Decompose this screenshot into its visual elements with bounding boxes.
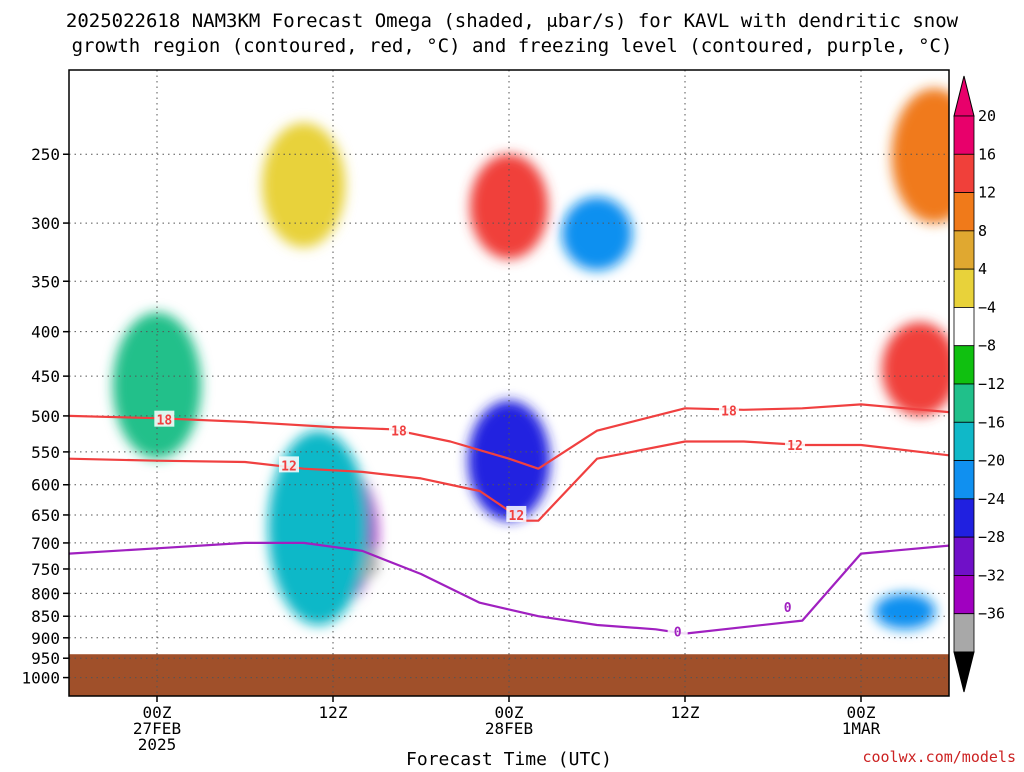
contour-line-0 [69,403,949,470]
contour-label-bg-1 [389,421,409,438]
y-tick-label-750: 750 [31,560,60,579]
colorbar-segment-1 [953,153,975,193]
contour-label-7: 0 [784,601,792,616]
y-tick-label-700: 700 [31,534,60,553]
x-tick-label-0-0: 00Z [143,703,172,722]
omega-feature-8 [874,593,936,630]
contour-label-bg-4 [506,505,527,522]
colorbar-segment-12 [953,575,975,615]
y-tick-label-950: 950 [31,649,60,668]
x-tick-label-24-0: 00Z [495,703,524,722]
chart-title-line-2: growth region (contoured, red, °C) and f… [72,35,953,57]
omega-feature-6 [561,197,633,271]
x-tick-label-24-1: 28FEB [485,719,533,738]
colorbar-segment-13 [953,613,975,653]
chart-title-line-1: 2025022618 NAM3KM Forecast Omega (shaded… [66,10,959,32]
contour-label-bg-6 [667,622,688,639]
colorbar-label-6: −8 [978,337,996,355]
colorbar-segment-10 [953,498,975,538]
y-tick-label-250: 250 [31,145,60,164]
y-tick-label-500: 500 [31,407,60,426]
colorbar-label-10: −24 [978,490,1005,508]
omega-feature-9 [262,122,346,248]
colorbar-label-5: −4 [978,298,996,316]
omega-feature-3 [112,312,202,459]
omega-feature-5 [469,154,549,260]
colorbar-label-7: −12 [978,375,1005,393]
colorbar-segment-8 [953,421,975,461]
y-tick-label-450: 450 [31,367,60,386]
x-tick-label-0-1: 27FEB [133,719,181,738]
colorbar-segment-7 [953,383,975,423]
y-tick-label-850: 850 [31,607,60,626]
colorbar-segment-0 [953,115,975,155]
x-axis-label: Forecast Time (UTC) [406,749,612,768]
contour-label-bg-3 [279,456,299,473]
colorbar-segment-3 [953,230,975,270]
contour-label-3: 12 [281,459,297,474]
y-tick-label-350: 350 [31,272,60,291]
contour-label-0: 18 [157,414,173,429]
credit-text: coolwx.com/models [862,748,1016,766]
colorbar-segment-2 [953,192,975,232]
contour-label-bg-5 [785,435,805,452]
y-tick-label-400: 400 [31,323,60,342]
colorbar-label-4: 4 [978,260,987,278]
contour-label-4: 12 [509,509,525,524]
temperature-contours: 18 18 18 12 12 12 0 0 [69,401,949,640]
contour-label-5: 12 [787,439,803,454]
y-tick-label-550: 550 [31,443,60,462]
x-tick-label-0-2: 2025 [138,735,177,754]
colorbar-label-2: 12 [978,184,996,202]
colorbar-segment-4 [953,268,975,308]
contour-label-bg-0 [154,410,175,427]
colorbar-bottom-arrow [953,651,975,693]
colorbar-segment-6 [953,345,975,385]
y-tick-label-650: 650 [31,506,60,525]
contour-label-bg-7 [777,598,798,615]
colorbar-segment-9 [953,460,975,500]
y-tick-label-900: 900 [31,629,60,648]
x-tick-label-36-0: 12Z [671,703,700,722]
contour-label-6: 0 [674,625,682,640]
colorbar-top-arrow [953,75,975,117]
contour-label-1: 18 [391,425,407,440]
colorbar-segment-11 [953,536,975,576]
x-tick-label-48-0: 00Z [847,703,876,722]
contour-label-2: 18 [721,405,737,420]
colorbar-segment-5 [953,307,975,347]
colorbar-label-8: −16 [978,413,1005,431]
omega-shading [112,88,949,630]
colorbar-label-12: −32 [978,566,1005,584]
contour-line-2 [69,541,949,635]
colorbar-label-13: −36 [978,605,1005,623]
y-tick-label-600: 600 [31,476,60,495]
y-tick-label-300: 300 [31,214,60,233]
colorbar-label-0: 20 [978,107,996,125]
x-tick-label-48-1: 1MAR [842,719,881,738]
contour-label-bg-2 [719,401,739,418]
omega-feature-10 [891,88,949,224]
colorbar-label-11: −28 [978,528,1005,546]
x-tick-label-12-0: 12Z [319,703,348,722]
colorbar-label-9: −20 [978,452,1005,470]
y-tick-label-1000: 1000 [21,669,60,688]
omega-feature-7 [881,322,949,416]
y-tick-label-800: 800 [31,584,60,603]
colorbar-label-1: 16 [978,145,996,163]
colorbar-label-3: 8 [978,222,987,240]
y-axis: 250 300 350 400 450 500 550 600 650 700 750 800 850 9… [21,145,69,688]
omega-feature-2 [268,430,369,626]
colorbar: 20 16 12 8 4 −4 −8 −12 −16 −20 −24 −28 −32 −36 [953,75,1005,693]
